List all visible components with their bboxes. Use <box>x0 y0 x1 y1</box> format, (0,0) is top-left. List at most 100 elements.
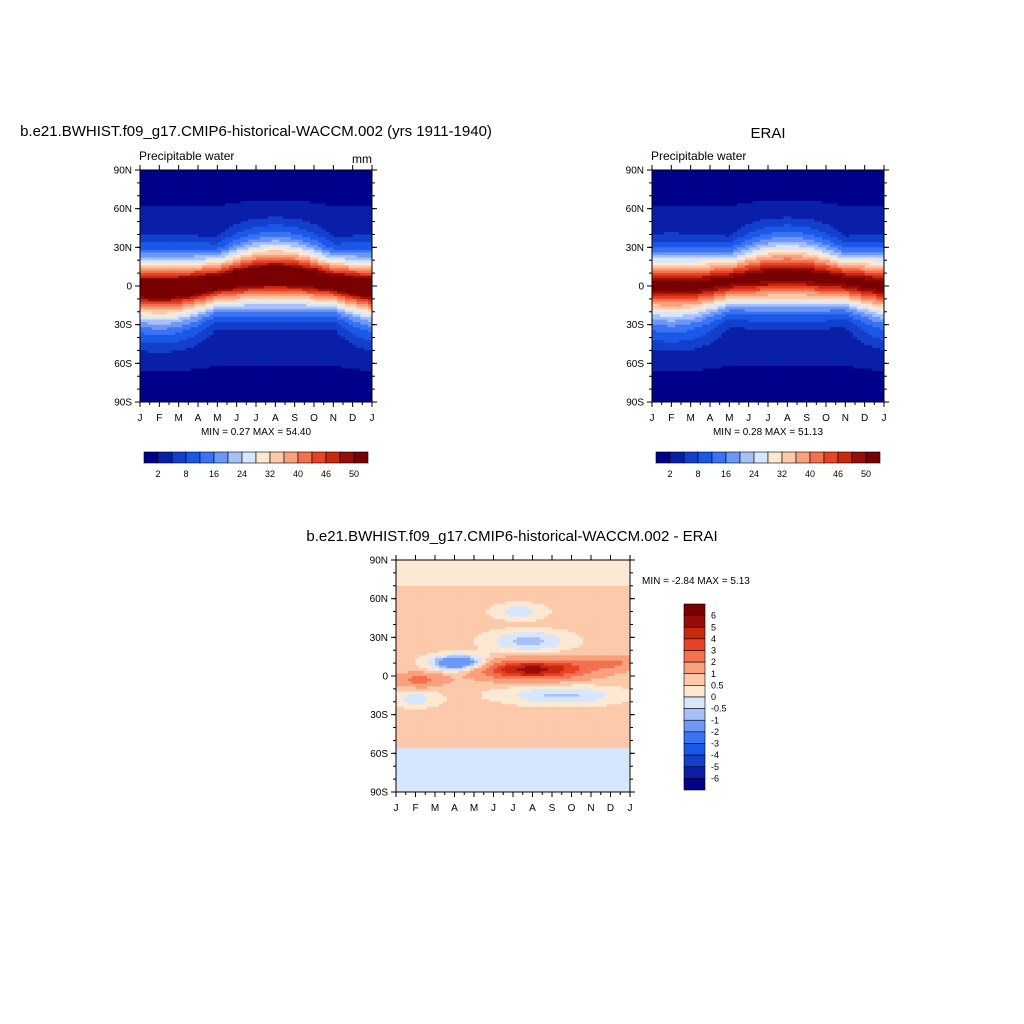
field-cell <box>364 182 369 187</box>
field-cell <box>190 193 195 197</box>
field-cell <box>170 311 176 315</box>
field-cell <box>337 298 342 303</box>
field-cell <box>294 275 300 279</box>
field-cell <box>337 267 342 272</box>
field-cell <box>256 172 261 176</box>
field-cell <box>182 316 187 321</box>
field-cell <box>279 288 284 292</box>
field-cell <box>178 329 184 333</box>
field-cell <box>198 293 203 297</box>
field-cell <box>314 347 319 352</box>
field-cell <box>256 296 261 300</box>
field-cell <box>286 288 292 292</box>
field-cell <box>306 322 311 326</box>
field-cell <box>279 262 284 266</box>
field-cell <box>290 244 296 248</box>
field-cell <box>167 368 172 372</box>
field-cell <box>178 211 184 215</box>
field-cell <box>221 329 226 333</box>
field-cell <box>302 373 307 377</box>
field-cell <box>352 280 358 285</box>
field-cell <box>228 350 234 354</box>
field-cell <box>310 345 315 349</box>
field-cell <box>256 306 261 310</box>
field-cell <box>356 255 361 259</box>
field-cell <box>337 260 342 264</box>
field-cell <box>151 340 157 344</box>
field-cell <box>337 329 342 333</box>
field-cell <box>256 334 261 339</box>
field-cell <box>151 383 157 388</box>
field-cell <box>267 340 273 344</box>
field-cell <box>244 342 249 346</box>
field-cell <box>321 327 327 331</box>
field-cell <box>352 324 358 328</box>
field-cell <box>317 355 323 359</box>
field-cell <box>321 340 327 344</box>
field-cell <box>337 208 342 212</box>
field-cell <box>259 195 265 199</box>
field-cell <box>348 198 354 202</box>
field-cell <box>155 190 160 194</box>
field-cell <box>298 316 303 321</box>
field-cell <box>325 376 331 380</box>
field-cell <box>344 195 350 199</box>
field-cell <box>360 193 365 197</box>
field-cell <box>240 293 245 297</box>
field-cell <box>221 218 226 223</box>
field-cell <box>198 371 203 375</box>
field-cell <box>252 198 257 202</box>
field-cell <box>256 244 261 248</box>
field-cell <box>174 283 180 287</box>
field-cell <box>155 280 160 285</box>
field-cell <box>182 273 187 277</box>
field-cell <box>194 237 199 241</box>
field-cell <box>259 226 265 230</box>
field-cell <box>198 311 203 315</box>
field-cell <box>159 206 164 210</box>
field-cell <box>225 273 230 277</box>
field-cell <box>329 203 334 207</box>
field-cell <box>225 213 230 217</box>
field-cell <box>228 278 234 282</box>
field-cell <box>302 265 307 269</box>
field-cell <box>159 355 164 359</box>
field-cell <box>329 190 334 194</box>
field-cell <box>329 353 334 357</box>
field-cell <box>290 185 296 189</box>
field-cell <box>263 345 269 349</box>
field-cell <box>182 242 187 246</box>
field-cell <box>174 185 180 189</box>
field-cell <box>201 221 207 225</box>
field-cell <box>159 170 164 174</box>
field-cell <box>178 198 184 202</box>
field-cell <box>201 249 207 254</box>
field-cell <box>225 265 230 269</box>
field-cell <box>317 188 323 192</box>
field-cell <box>317 291 323 295</box>
field-cell <box>317 175 323 179</box>
field-cell <box>279 172 284 176</box>
field-cell <box>170 301 176 305</box>
field-cell <box>271 203 276 207</box>
field-cell <box>194 306 199 310</box>
field-cell <box>178 190 184 194</box>
field-cell <box>310 350 315 354</box>
field-cell <box>244 373 249 377</box>
field-cell <box>186 306 191 310</box>
field-cell <box>306 306 311 310</box>
field-cell <box>306 211 311 215</box>
field-cell <box>194 218 199 223</box>
field-cell <box>194 337 199 341</box>
field-cell <box>198 358 203 362</box>
field-cell <box>259 306 265 310</box>
field-cell <box>236 190 242 194</box>
field-cell <box>348 221 354 225</box>
field-cell <box>232 288 238 292</box>
field-cell <box>275 275 280 279</box>
field-cell <box>140 273 145 277</box>
field-cell <box>221 319 226 323</box>
field-cell <box>174 288 180 292</box>
field-cell <box>317 322 323 326</box>
field-cell <box>140 208 145 212</box>
